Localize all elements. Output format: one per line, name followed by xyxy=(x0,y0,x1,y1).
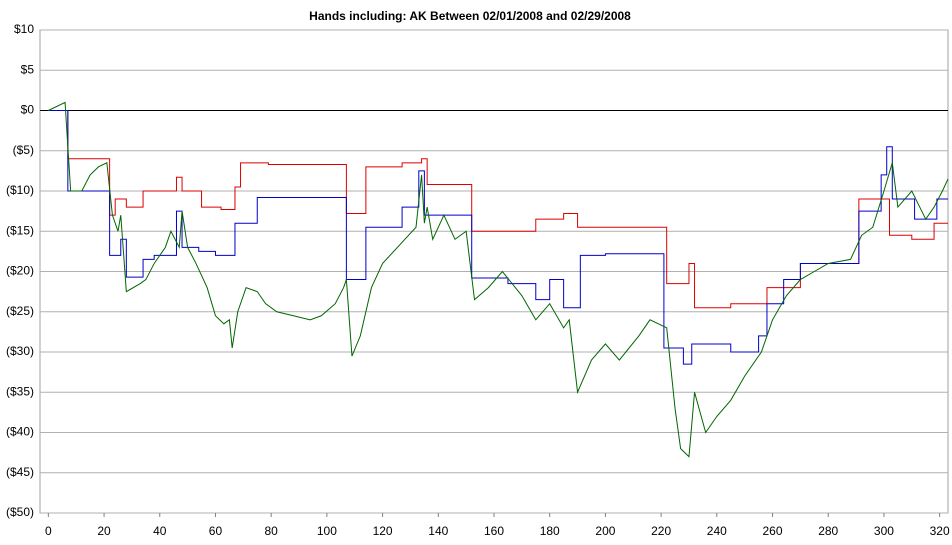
x-tick-label: 0 xyxy=(45,524,52,538)
y-tick-label: ($5) xyxy=(13,143,34,157)
x-tick-label: 160 xyxy=(484,524,504,538)
series-line xyxy=(48,101,949,458)
x-tick-label: 220 xyxy=(651,524,671,538)
x-tick-label: 40 xyxy=(153,524,167,538)
x-tick-label: 280 xyxy=(818,524,838,538)
y-tick-label: ($10) xyxy=(6,183,34,197)
chart-title: Hands including: AK Between 02/01/2008 a… xyxy=(309,9,631,23)
x-tick-label: 180 xyxy=(540,524,560,538)
x-tick-label: 260 xyxy=(763,524,783,538)
x-tick-label: 80 xyxy=(264,524,278,538)
y-tick-label: ($25) xyxy=(6,304,34,318)
x-tick-label: 240 xyxy=(707,524,727,538)
x-tick-label: 120 xyxy=(373,524,393,538)
y-tick-label: $10 xyxy=(14,22,34,36)
y-tick-label: ($30) xyxy=(6,344,34,358)
series-line xyxy=(48,110,948,365)
x-tick-label: 60 xyxy=(209,524,223,538)
x-tick-label: 20 xyxy=(97,524,111,538)
y-tick-label: ($15) xyxy=(6,223,34,237)
y-tick-label: ($20) xyxy=(6,264,34,278)
x-tick-label: 320 xyxy=(930,524,950,538)
x-tick-label: 140 xyxy=(428,524,448,538)
x-tick-label: 100 xyxy=(317,524,337,538)
y-tick-label: ($35) xyxy=(6,384,34,398)
y-tick-label: $0 xyxy=(21,103,35,117)
y-tick-label: ($40) xyxy=(6,425,34,439)
x-tick-label: 300 xyxy=(874,524,894,538)
y-tick-label: ($50) xyxy=(6,505,34,519)
y-tick-label: $5 xyxy=(21,62,35,76)
x-tick-label: 200 xyxy=(595,524,615,538)
y-tick-label: ($45) xyxy=(6,465,34,479)
